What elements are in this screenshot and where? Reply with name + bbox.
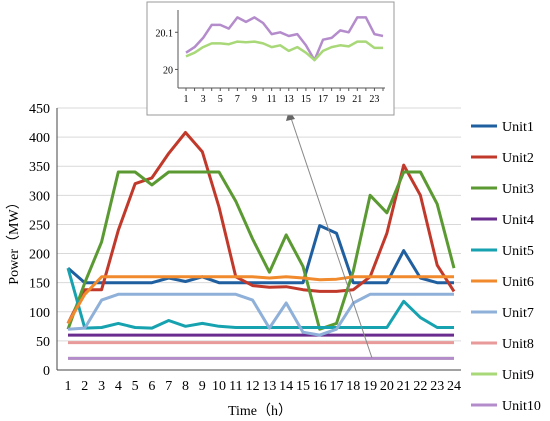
x-tick-label: 20: [380, 379, 394, 394]
legend-label-unit2: Unit2: [502, 151, 534, 166]
y-tick-label: 200: [29, 248, 50, 263]
x-tick-label: 22: [413, 379, 427, 394]
x-tick-label: 23: [430, 379, 444, 394]
x-tick-label: 13: [262, 379, 276, 394]
legend-label-unit9: Unit9: [502, 368, 534, 383]
inset-x-tick-label: 11: [267, 94, 277, 105]
x-tick-label: 21: [397, 379, 411, 394]
main-axes: [56, 108, 461, 371]
inset-x-tick-label: 13: [284, 94, 294, 105]
inset-x-tick-label: 21: [352, 94, 362, 105]
legend-label-unit10: Unit10: [502, 399, 541, 414]
x-tick-label: 4: [115, 379, 122, 394]
inset-series: [185, 16, 384, 62]
x-tick-label: 12: [246, 379, 260, 394]
x-tick-label: 14: [279, 379, 293, 394]
legend-label-unit8: Unit8: [502, 337, 534, 352]
series-line-unit5: [66, 267, 454, 330]
x-tick-label: 6: [148, 379, 155, 394]
y-tick-label: 300: [29, 189, 50, 204]
x-tick-label: 7: [165, 379, 172, 394]
y-tick-label: 100: [29, 306, 50, 321]
x-tick-label: 24: [447, 379, 461, 394]
main-series: [66, 131, 456, 360]
inset-x-tick-label: 17: [318, 94, 328, 105]
inset-x-tick-label: 1: [184, 94, 189, 105]
series-line-unit3: [66, 170, 456, 331]
x-tick-label: 11: [229, 379, 242, 394]
inset-frame: [146, 1, 395, 116]
x-tick-label: 19: [363, 379, 377, 394]
series-line-unit7: [67, 292, 454, 337]
inset-x-tick-label: 19: [335, 94, 345, 105]
main-grid: [57, 107, 461, 371]
inset-x-tick-label: 15: [301, 94, 311, 105]
series-line-unit6: [66, 275, 454, 325]
series-line-unit2: [66, 131, 456, 325]
x-tick-label: 16: [313, 379, 327, 394]
y-axis-label: Power（MW）: [6, 195, 22, 284]
y-tick-label: 350: [29, 160, 50, 175]
inset-x-tick-label: 5: [218, 94, 223, 105]
y-tick-label: 450: [29, 102, 50, 117]
x-tick-label: 15: [296, 379, 310, 394]
inset-x-tick-label: 7: [235, 94, 240, 105]
x-tick-label: 18: [346, 379, 360, 394]
x-tick-label: 3: [98, 379, 105, 394]
zoom-pointer-line: [290, 117, 373, 359]
legend-label-unit5: Unit5: [502, 244, 534, 259]
inset-series-line-unit10: [185, 16, 384, 62]
inset-x-tick-label: 3: [201, 94, 206, 105]
legend-label-unit4: Unit4: [502, 213, 534, 228]
inset-series-line-unit9: [185, 40, 383, 62]
inset-x-tick-label: 9: [252, 94, 257, 105]
x-tick-label: 17: [330, 379, 344, 394]
y-tick-label: 250: [29, 218, 50, 233]
inset-y-tick-label: 20: [163, 65, 173, 76]
x-tick-label: 10: [212, 379, 226, 394]
y-tick-label: 0: [43, 364, 50, 379]
legend-label-unit1: Unit1: [502, 120, 534, 135]
inset-y-tick-label: 20.1: [156, 28, 174, 39]
x-tick-label: 2: [81, 379, 88, 394]
x-tick-label: 5: [132, 379, 139, 394]
x-axis-label: Time（h）: [228, 403, 292, 419]
x-tick-label: 8: [182, 379, 189, 394]
y-tick-label: 150: [29, 277, 50, 292]
y-tick-label: 400: [29, 131, 50, 146]
legend: Unit1 Unit2 Unit3 Unit4 Unit5 Unit6 Unit7 Unit8…: [471, 120, 541, 414]
legend-label-unit3: Unit3: [502, 182, 534, 197]
inset-x-tick-label: 23: [369, 94, 379, 105]
x-tick-label: 9: [199, 379, 206, 394]
inset-axes: [175, 10, 385, 91]
legend-label-unit7: Unit7: [502, 306, 534, 321]
legend-label-unit6: Unit6: [502, 275, 534, 290]
x-tick-label: 1: [65, 379, 72, 394]
y-tick-label: 50: [36, 335, 50, 350]
